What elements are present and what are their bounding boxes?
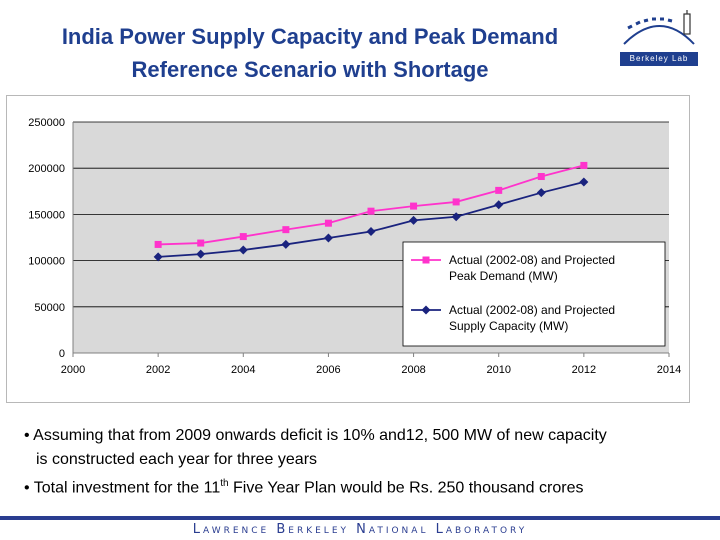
footer-bar <box>0 516 720 520</box>
data-point <box>153 252 163 262</box>
title-line-2: Reference Scenario with Shortage <box>131 57 489 82</box>
data-point <box>494 200 504 210</box>
berkeley-lab-logo: Berkeley Lab <box>620 8 698 68</box>
line-chart: 250000 200000 150000 100000 50000 0 2000 2002 20… <box>28 117 681 376</box>
bullet-2: • Total investment for the 11th Five Yea… <box>24 472 714 500</box>
y-tick-label: 250000 <box>28 117 65 129</box>
slide-title: India Power Supply Capacity and Peak Dem… <box>0 20 620 86</box>
data-point <box>324 219 332 227</box>
chart-frame: 250000 200000 150000 100000 50000 0 2000 2002 20… <box>6 95 690 403</box>
y-tick-label: 200000 <box>28 163 65 175</box>
data-point <box>579 177 589 187</box>
x-tick-label: 2002 <box>146 364 170 376</box>
data-point <box>580 161 588 169</box>
y-tick-label: 100000 <box>28 256 65 268</box>
y-tick-label: 150000 <box>28 209 65 221</box>
data-point <box>409 215 419 225</box>
x-tick-label: 2006 <box>316 364 340 376</box>
logo-arcs-icon <box>623 10 695 45</box>
data-point <box>451 212 461 222</box>
legend-label-line-1: Actual (2002-08) and Projected <box>449 253 615 267</box>
data-point <box>282 226 290 234</box>
bullet-1-line-1: • Assuming that from 2009 onwards defici… <box>24 427 607 444</box>
data-point <box>366 226 376 236</box>
bullet-1-line-2: is constructed each year for three years <box>36 451 318 468</box>
x-tick-label: 2010 <box>486 364 510 376</box>
legend-marker <box>422 256 430 264</box>
legend-label-line-2: Peak Demand (MW) <box>449 269 558 283</box>
data-point <box>410 202 418 210</box>
bullet-list: • Assuming that from 2009 onwards defici… <box>24 424 714 500</box>
x-tick-label: 2008 <box>401 364 425 376</box>
y-tick-label: 50000 <box>34 302 65 314</box>
x-tick-label: 2004 <box>231 364 255 376</box>
data-point <box>196 249 206 259</box>
x-tick-label: 2012 <box>572 364 596 376</box>
x-tick-label: 2000 <box>61 364 85 376</box>
bullet-2-post: Five Year Plan would be Rs. 250 thousand… <box>228 479 584 497</box>
title-line-1: India Power Supply Capacity and Peak Dem… <box>61 24 559 49</box>
data-point <box>537 173 545 181</box>
data-point <box>239 233 247 241</box>
data-point <box>281 239 291 249</box>
legend-box <box>402 241 666 347</box>
legend-label-line-2: Supply Capacity (MW) <box>449 319 568 333</box>
data-point <box>323 233 333 243</box>
data-point <box>238 245 248 255</box>
bullet-2-pre: • Total investment for the 11 <box>24 479 221 497</box>
data-point <box>452 198 460 206</box>
logo-label: Berkeley Lab <box>620 52 698 66</box>
footer-text: Lawrence Berkeley National Laboratory <box>192 522 528 537</box>
x-tick-label: 2014 <box>657 364 681 376</box>
y-tick-label: 0 <box>59 348 65 360</box>
legend-marker <box>421 305 431 315</box>
data-point <box>197 239 205 247</box>
bullet-2-sup: th <box>220 478 229 489</box>
data-point <box>154 240 162 248</box>
data-point <box>495 186 503 194</box>
legend-label-line-1: Actual (2002-08) and Projected <box>449 303 615 317</box>
data-point <box>367 207 375 215</box>
data-point <box>536 188 546 198</box>
